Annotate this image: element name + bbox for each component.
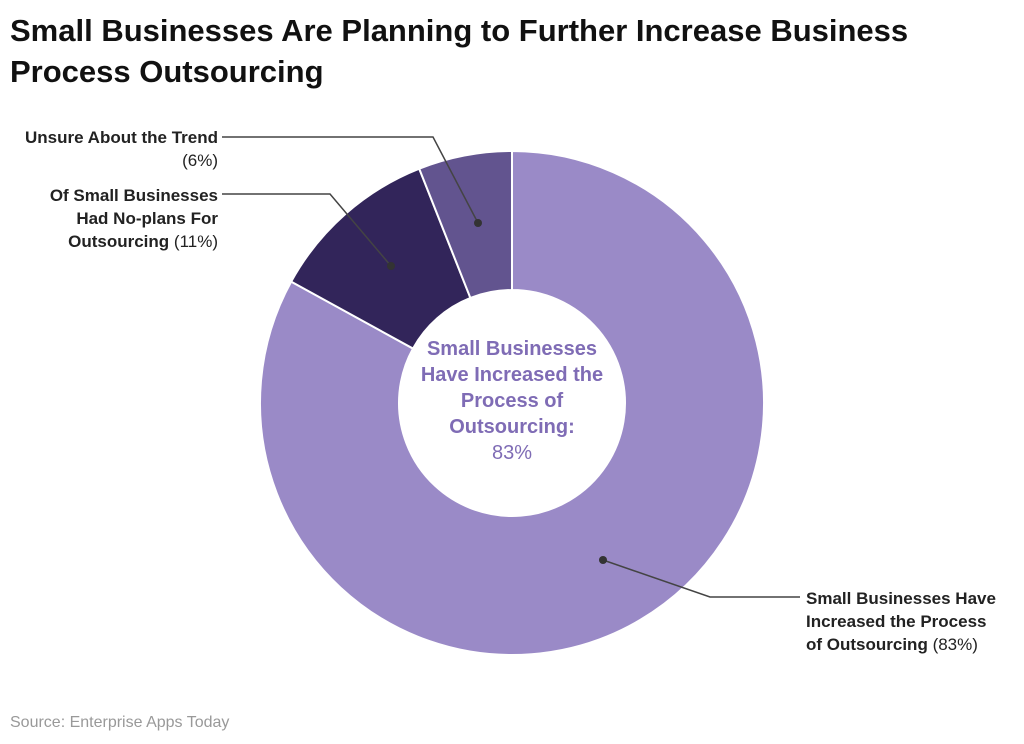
leader-increased-dot [599,556,607,564]
center-label: Small Businesses Have Increased the Proc… [402,336,622,466]
leader-increased [602,559,800,598]
leader-no-plans-dot [387,262,395,270]
slice-unsure [417,149,513,300]
chart-title: Small Businesses Are Planning to Further… [10,13,909,89]
label-increased-text: Small Businesses Have Increased the Proc… [806,589,996,654]
slice-increased [259,149,765,656]
label-unsure-pct: (6%) [182,151,218,170]
leader-no-plans [222,193,392,267]
source-note: Source: Enterprise Apps Today [10,714,230,731]
label-unsure: Unsure About the Trend (6%) [20,126,218,172]
center-label-text: Small Businesses Have Increased the Proc… [420,338,604,438]
center-label-value: 83% [491,442,533,464]
label-no-plans-text: Of Small Businesses Had No-plans For Out… [49,186,218,251]
label-unsure-text: Unsure About the Trend [25,128,218,147]
slice-no-plans [289,167,472,350]
leader-unsure-dot [474,219,482,227]
leader-unsure [222,136,479,224]
label-no-plans-pct: (11%) [173,232,218,251]
label-increased: Small Businesses Have Increased the Proc… [806,587,996,656]
label-no-plans: Of Small Businesses Had No-plans For Out… [20,184,218,253]
label-increased-pct: (83%) [932,635,978,654]
